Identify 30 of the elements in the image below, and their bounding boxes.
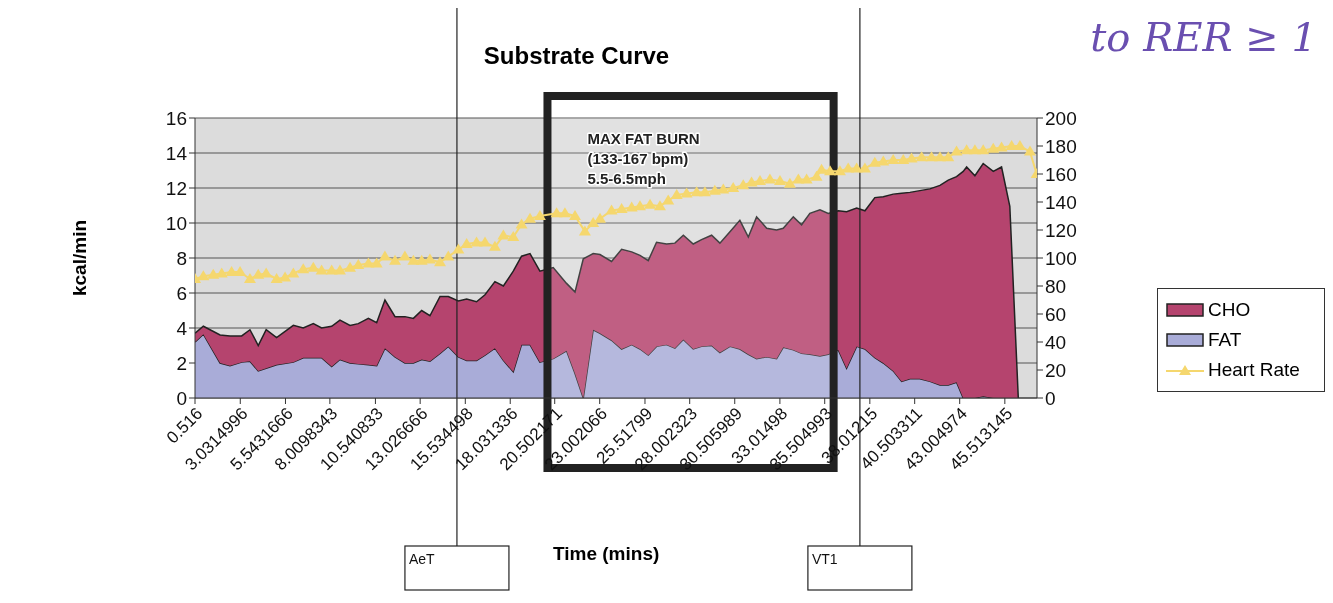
y2-tick-label: 120 bbox=[1045, 219, 1077, 241]
y2-tick-label: 80 bbox=[1045, 275, 1067, 297]
y-axis-title: kcal/min bbox=[69, 219, 91, 297]
legend-label: FAT bbox=[1208, 329, 1242, 351]
y-tick-label: 10 bbox=[165, 212, 187, 234]
y-tick-label: 12 bbox=[165, 177, 187, 199]
legend-label: CHO bbox=[1208, 299, 1251, 321]
x-axis-title: Time (mins) bbox=[553, 543, 660, 565]
y-tick-label: 8 bbox=[176, 247, 187, 269]
y2-tick-label: 160 bbox=[1045, 163, 1077, 185]
text: to RER ≥ 1 bbox=[1090, 14, 1317, 60]
y2-tick-label: 20 bbox=[1045, 359, 1067, 381]
band-label: MAX FAT BURN (133-167 bpm) 5.5-6.5mph bbox=[587, 130, 700, 187]
y-tick-label: 0 bbox=[176, 387, 187, 409]
ref-line-label: AeT bbox=[408, 551, 436, 567]
y-tick-label: 14 bbox=[165, 142, 188, 164]
y-tick-label: 16 bbox=[165, 107, 187, 129]
chart-title: Substrate Curve bbox=[483, 42, 670, 69]
y2-tick-label: 40 bbox=[1045, 331, 1067, 353]
legend-label: Heart Rate bbox=[1208, 359, 1300, 381]
ref-line-label: VT1 bbox=[811, 551, 838, 567]
y-tick-label: 4 bbox=[176, 317, 188, 339]
y2-tick-label: 140 bbox=[1045, 191, 1077, 213]
y-tick-label: 2 bbox=[176, 352, 187, 374]
y2-tick-label: 180 bbox=[1045, 135, 1077, 157]
y2-tick-label: 100 bbox=[1045, 247, 1077, 269]
y-tick-label: 6 bbox=[176, 282, 187, 304]
y2-tick-label: 60 bbox=[1045, 303, 1067, 325]
y2-tick-label: 200 bbox=[1045, 107, 1077, 129]
y2-tick-label: 0 bbox=[1045, 387, 1056, 409]
